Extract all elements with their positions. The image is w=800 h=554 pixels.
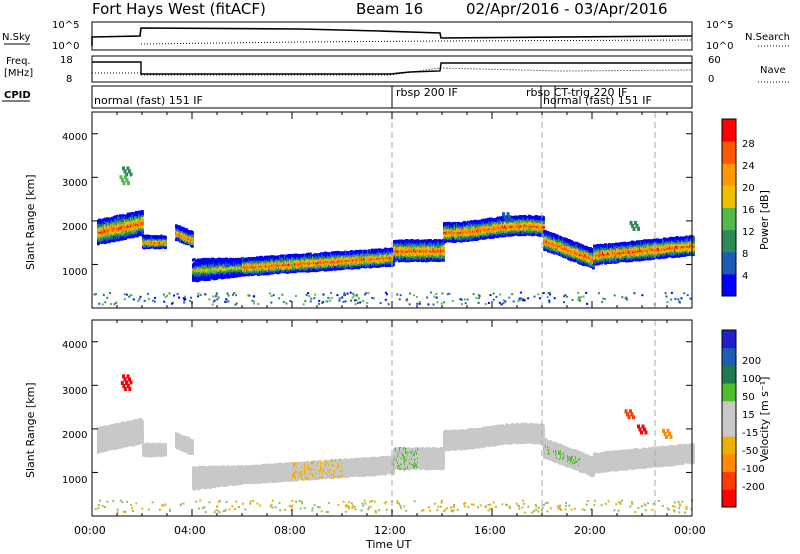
echo-cell xyxy=(178,225,181,229)
echo-cell xyxy=(118,219,121,223)
power-data xyxy=(93,166,695,306)
beam-title: Beam 16 xyxy=(356,0,423,18)
echo-cell xyxy=(194,273,197,277)
echo-cell xyxy=(141,217,144,221)
echo-cell xyxy=(203,257,206,261)
echo-cell xyxy=(112,221,115,225)
echo-cell xyxy=(97,242,100,246)
echo-cell xyxy=(141,219,144,223)
cpid-strip: CPID normal (fast) 151 IF rbsp 200 IF rb… xyxy=(2,85,693,109)
echo-cell xyxy=(104,239,107,243)
cpid-mode-2: rbsp 200 IF xyxy=(396,86,458,99)
echo-cell xyxy=(164,240,167,244)
cpid-label: CPID xyxy=(4,90,31,101)
echo-cell xyxy=(102,225,105,229)
echo-cell xyxy=(141,212,144,216)
echo-cell xyxy=(141,229,144,233)
echo-cell xyxy=(182,227,185,230)
echo-cell xyxy=(120,221,123,225)
freq-line xyxy=(92,61,692,75)
echo-cell xyxy=(141,213,144,217)
freq-label-1: Freq. xyxy=(6,56,31,67)
freq-strip: Freq. [MHz] 18 8 Nave 60 0 xyxy=(4,55,790,85)
nsearch-label: N.Search xyxy=(745,32,790,43)
power-panel: Slant Range [km] 1000 2000 3000 4000 xyxy=(24,111,695,309)
echo-cell xyxy=(101,230,104,234)
echo-cell xyxy=(193,258,196,262)
cpid-mode-1: normal (fast) 151 IF xyxy=(94,94,203,107)
echo-cell xyxy=(442,246,445,250)
date-title: 02/Apr/2016 - 03/Apr/2016 xyxy=(466,0,668,18)
echo-cell xyxy=(198,278,201,282)
echo-cell xyxy=(114,215,117,219)
echo-cell xyxy=(127,212,130,216)
echo-cell xyxy=(106,230,109,234)
cpid-mode-4: normal (fast) 151 IF xyxy=(543,94,652,107)
echo-cell xyxy=(139,231,142,235)
nsky-left-tick-top: 10^5 xyxy=(52,20,79,31)
echo-cell xyxy=(229,275,232,279)
nsky-line xyxy=(91,27,693,46)
echo-cell xyxy=(141,224,144,228)
echo-cell xyxy=(122,226,125,230)
echo-cell xyxy=(232,268,235,272)
echo-cell xyxy=(104,241,107,245)
echo-cell xyxy=(121,228,124,232)
nsky-right-tick-bottom: 10^0 xyxy=(706,41,733,52)
echo-cell xyxy=(129,212,132,216)
echo-cell xyxy=(110,234,113,238)
echo-cell xyxy=(193,270,196,274)
echo-cell xyxy=(164,235,167,239)
echo-cell xyxy=(289,254,292,257)
cpid-mode-3: rbsp CT-trig 220 IF xyxy=(526,86,628,99)
station-title: Fort Hays West (fitACF) xyxy=(92,0,266,18)
freq-right-tick-top: 60 xyxy=(708,55,721,66)
nsky-label: N.Sky xyxy=(2,32,30,43)
echo-cell xyxy=(218,264,221,268)
echo-cell xyxy=(99,234,102,238)
echo-cell xyxy=(185,228,188,232)
echo-cell xyxy=(239,273,242,277)
echo-cell xyxy=(227,259,230,262)
echo-cell xyxy=(99,218,102,222)
freq-right-tick-bottom: 0 xyxy=(708,74,714,85)
echo-cell xyxy=(208,277,211,281)
echo-cell xyxy=(131,219,134,223)
echo-cell xyxy=(122,221,125,225)
echo-cell xyxy=(129,235,132,239)
echo-cell xyxy=(232,273,235,277)
nsearch-line xyxy=(140,39,693,45)
echo-cell xyxy=(215,277,218,281)
echo-cell xyxy=(113,238,116,242)
freq-left-tick-bottom: 8 xyxy=(66,74,72,85)
echo-cell xyxy=(232,266,235,269)
echo-cell xyxy=(131,211,134,215)
echo-cell xyxy=(108,239,111,243)
nave-line xyxy=(92,67,693,76)
echo-cell xyxy=(129,214,132,218)
nsky-strip: N.Sky 10^5 10^0 N.Search 10^5 10^0 xyxy=(2,20,790,52)
echo-cell xyxy=(141,222,144,226)
nave-label: Nave xyxy=(760,65,786,76)
echo-cell xyxy=(191,244,194,248)
echo-cell xyxy=(191,231,194,235)
echo-cell xyxy=(141,210,144,213)
freq-label-2: [MHz] xyxy=(4,68,33,79)
echo-cell xyxy=(104,224,107,228)
freq-left-tick-top: 18 xyxy=(60,55,73,66)
echo-cell xyxy=(112,227,115,231)
nsky-left-tick-bottom: 10^0 xyxy=(52,41,79,52)
echo-cell xyxy=(191,242,194,245)
nsky-right-tick-top: 10^5 xyxy=(706,20,733,31)
